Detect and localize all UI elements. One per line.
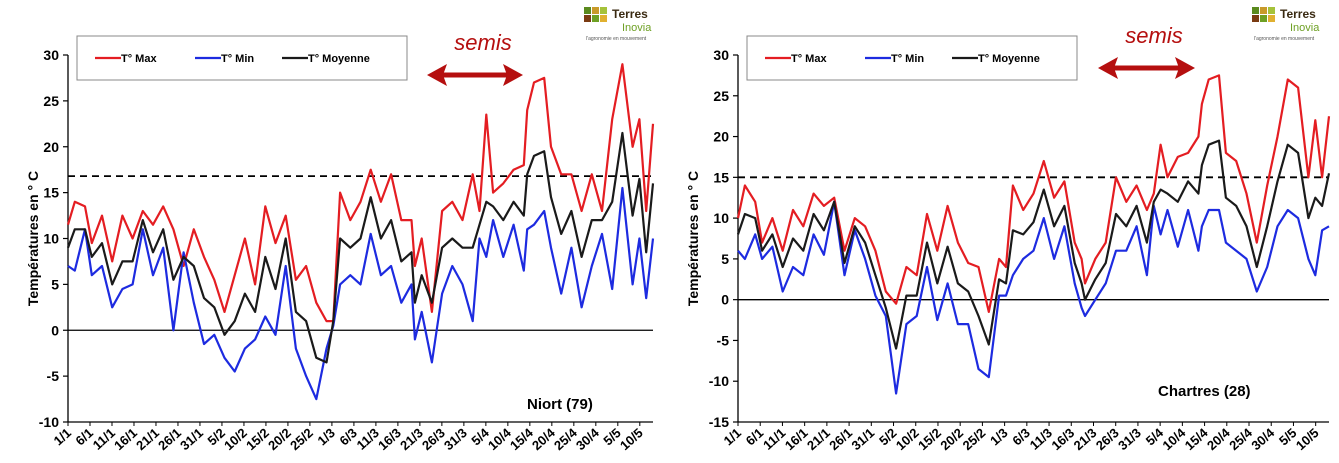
- series-line-min: [737, 200, 1330, 395]
- x-tick-label: 31/3: [441, 425, 470, 453]
- y-tick-label: 30: [713, 47, 729, 63]
- logo-square: [592, 7, 599, 14]
- logo-square: [600, 15, 607, 22]
- x-tick-label: 31/3: [1115, 425, 1144, 453]
- logo-text-terres: Terres: [1280, 7, 1316, 21]
- logo-square: [584, 7, 591, 14]
- x-tick-label: 25/2: [287, 425, 316, 453]
- y-tick-label: -15: [709, 414, 729, 430]
- y-tick-label: 10: [713, 210, 729, 226]
- legend-label: T° Max: [791, 53, 827, 65]
- x-tick-label: 25/2: [960, 425, 989, 453]
- x-tick-label: 30/4: [573, 425, 602, 454]
- x-tick-label: 31/1: [177, 425, 206, 453]
- y-tick-label: 5: [51, 276, 59, 292]
- chart-panel-niort: -10 -5 0 5 10 15 20 25 30 1/1 6/1 11/1 16/1 21/1 26/1 3…: [0, 0, 669, 463]
- temperature-chart-niort: -10-50510152025301/16/111/116/121/126/13…: [25, 7, 655, 454]
- y-tick-label: 0: [51, 322, 59, 338]
- x-tick-label: 31/1: [848, 425, 877, 453]
- legend-label: T° Max: [121, 53, 157, 65]
- logo-square: [1252, 7, 1259, 14]
- logo-square: [592, 15, 599, 22]
- y-tick-label: -10: [709, 373, 729, 389]
- logo-text-inovia: Inovia: [622, 22, 652, 34]
- logo-square: [1268, 7, 1275, 14]
- legend-label: T° Moyenne: [308, 53, 370, 65]
- chart-panel-chartres: -15 -10 -5 0 5 10 15 20 25 30 1/1 6/1 11/1 16/1 21/1 26…: [670, 0, 1339, 463]
- x-tick-label: 1/3: [987, 425, 1010, 448]
- logo-text-terres: Terres: [612, 7, 648, 21]
- logo-square: [584, 15, 591, 22]
- legend-label: T° Moyenne: [978, 53, 1040, 65]
- logo-text-inovia: Inovia: [1290, 22, 1320, 34]
- temperature-chart-chartres: -15-10-50510152025301/16/111/116/121/126…: [685, 7, 1331, 454]
- y-tick-label: 15: [43, 185, 59, 201]
- x-tick-label: 30/4: [1248, 425, 1277, 454]
- x-tick-label: 10/5: [617, 425, 646, 453]
- series-line-moyenne: [66, 131, 655, 364]
- logo-square: [1260, 7, 1267, 14]
- logo-square: [1268, 15, 1275, 22]
- y-tick-label: 0: [721, 292, 729, 308]
- y-tick-label: -10: [39, 414, 59, 430]
- y-tick-label: 5: [721, 251, 729, 267]
- semis-arrow-right-head: [503, 64, 523, 86]
- legend-label: T° Min: [891, 53, 924, 65]
- y-axis-label: Températures en ° C: [25, 171, 41, 306]
- series-line-min: [67, 186, 655, 401]
- logo-tagline: l'agronomie en mouvement: [1254, 36, 1315, 42]
- station-label: Niort (79): [527, 396, 593, 413]
- y-tick-label: 25: [43, 93, 59, 109]
- x-tick-label: 1/3: [314, 425, 337, 448]
- y-tick-label: -5: [47, 368, 60, 384]
- legend-box: [746, 35, 1078, 81]
- semis-arrow-left-head: [1098, 57, 1118, 79]
- y-tick-label: 20: [43, 139, 59, 155]
- series-line-max: [66, 63, 655, 323]
- semis-label: semis: [1125, 23, 1182, 48]
- y-tick-label: 20: [713, 129, 729, 145]
- y-tick-label: 10: [43, 231, 59, 247]
- series-line-moyenne: [736, 139, 1331, 350]
- station-label: Chartres (28): [1158, 383, 1251, 400]
- logo-tagline: l'agronomie en mouvement: [586, 36, 647, 42]
- y-tick-label: 30: [43, 47, 59, 63]
- legend-box: [76, 35, 408, 81]
- semis-arrow-left-head: [427, 64, 447, 86]
- y-tick-label: -5: [717, 332, 730, 348]
- semis-arrow-right-head: [1175, 57, 1195, 79]
- series-line-max: [736, 74, 1331, 313]
- y-tick-label: 15: [713, 169, 729, 185]
- y-axis-label: Températures en ° C: [685, 171, 701, 306]
- semis-label: semis: [454, 30, 511, 55]
- logo-square: [1252, 15, 1259, 22]
- x-tick-label: 10/5: [1293, 425, 1322, 453]
- y-tick-label: 25: [713, 88, 729, 104]
- legend-label: T° Min: [221, 53, 254, 65]
- logo-square: [600, 7, 607, 14]
- logo-square: [1260, 15, 1267, 22]
